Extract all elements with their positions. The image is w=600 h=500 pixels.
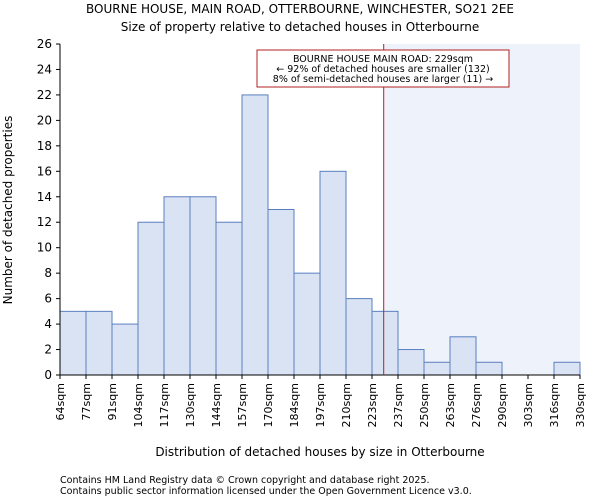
histogram-bar	[423, 361, 451, 376]
histogram-bar	[59, 310, 87, 376]
x-tick-label: 157sqm	[236, 383, 249, 427]
histogram-bar	[397, 349, 425, 376]
y-axis-label: Number of detached properties	[1, 116, 15, 305]
x-tick-label: 130sqm	[184, 383, 197, 427]
histogram-bar	[85, 310, 113, 376]
y-tick-label: 16	[37, 164, 52, 178]
chart-title: BOURNE HOUSE, MAIN ROAD, OTTERBOURNE, WI…	[86, 2, 514, 16]
histogram-bar	[345, 298, 373, 376]
histogram-bar	[267, 209, 295, 376]
y-tick-label: 0	[44, 368, 52, 382]
histogram-bar	[163, 196, 191, 376]
x-tick-label: 276sqm	[470, 383, 483, 427]
footer-line-1: Contains HM Land Registry data © Crown c…	[60, 475, 430, 486]
x-tick-label: 316sqm	[548, 383, 561, 427]
x-tick-label: 104sqm	[132, 383, 145, 427]
histogram-bar	[475, 361, 503, 376]
x-tick-label: 117sqm	[158, 383, 171, 427]
y-tick-label: 10	[37, 241, 52, 255]
x-tick-label: 91sqm	[106, 383, 119, 420]
annotation-line-1: BOURNE HOUSE MAIN ROAD: 229sqm	[293, 54, 473, 65]
x-axis-label: Distribution of detached houses by size …	[155, 445, 484, 459]
highlight-region	[383, 44, 580, 375]
x-tick-label: 64sqm	[54, 383, 67, 420]
histogram-bar	[371, 310, 399, 376]
annotation-line-2: ← 92% of detached houses are smaller (13…	[276, 64, 489, 75]
histogram-bar	[137, 221, 165, 376]
x-tick-label: 250sqm	[418, 383, 431, 427]
histogram-bar	[293, 272, 321, 376]
x-tick-label: 223sqm	[366, 383, 379, 427]
x-tick-label: 170sqm	[262, 383, 275, 427]
x-tick-label: 77sqm	[80, 383, 93, 420]
y-tick-label: 24	[37, 62, 52, 76]
annotation-box-frame	[256, 49, 510, 88]
y-tick-label: 4	[44, 317, 52, 331]
x-tick-label: 263sqm	[444, 383, 457, 427]
y-tick-label: 22	[37, 88, 52, 102]
y-tick-label: 8	[44, 266, 52, 280]
footer-line-2: Contains public sector information licen…	[60, 486, 472, 497]
x-tick-label: 144sqm	[210, 383, 223, 427]
y-tick-label: 20	[37, 113, 52, 127]
histogram-bar	[319, 170, 347, 376]
y-tick-label: 6	[44, 292, 52, 306]
x-tick-label: 237sqm	[392, 383, 405, 427]
histogram-bar	[111, 323, 139, 376]
histogram-bar	[553, 361, 581, 376]
y-tick-label: 14	[37, 190, 52, 204]
histogram-bar	[241, 94, 269, 376]
x-tick-label: 197sqm	[314, 383, 327, 427]
chart-subtitle: Size of property relative to detached ho…	[121, 20, 479, 34]
marker-annotation: BOURNE HOUSE MAIN ROAD: 229sqm ← 92% of …	[256, 49, 510, 88]
x-tick-label: 290sqm	[496, 383, 509, 427]
y-tick-label: 12	[37, 215, 52, 229]
histogram-bar	[449, 336, 477, 376]
y-tick-label: 2	[44, 343, 52, 357]
x-tick-label: 330sqm	[574, 383, 587, 427]
annotation-line-3: 8% of semi-detached houses are larger (1…	[273, 74, 493, 85]
x-tick-label: 184sqm	[288, 383, 301, 427]
y-tick-label: 26	[37, 37, 52, 51]
x-tick-label: 303sqm	[522, 383, 535, 427]
y-tick-label: 18	[37, 139, 52, 153]
histogram-bar	[189, 196, 217, 376]
x-tick-label: 210sqm	[340, 383, 353, 427]
histogram-bar	[215, 221, 243, 376]
